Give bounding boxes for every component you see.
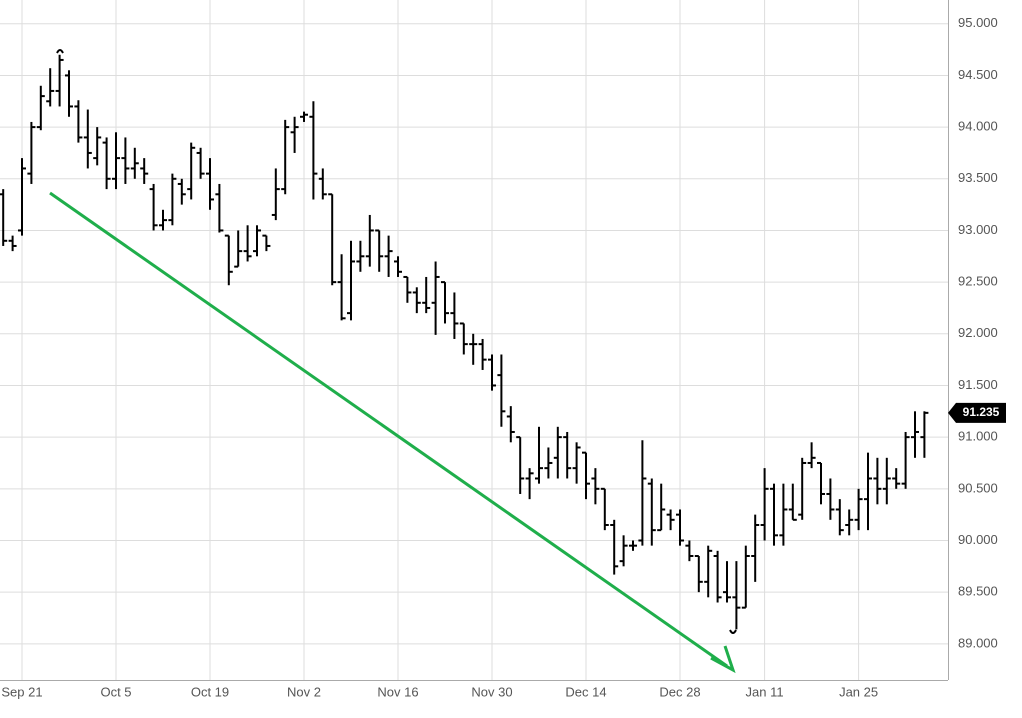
y-tick-label: 93.500 [958,170,998,185]
last-price-box [948,402,1006,423]
high-marker [56,49,64,54]
y-tick-label: 90.000 [958,532,998,547]
y-tick-label: 89.500 [958,584,998,599]
low-marker [729,629,737,634]
last-price-label: 91.235 [963,405,1000,419]
x-tick-label: Nov 2 [287,684,321,699]
grid [0,0,948,680]
trend-line [49,191,728,668]
x-tick-label: Dec 28 [659,684,700,699]
x-tick-label: Dec 14 [565,684,606,699]
x-tick-label: Jan 11 [746,684,784,699]
x-tick-label: Oct 19 [191,684,229,699]
x-tick-label: Nov 30 [471,684,512,699]
y-tick-label: 89.000 [958,635,998,650]
y-tick-label: 90.500 [958,480,998,495]
bars [0,54,929,630]
y-tick-label: 95.000 [958,15,998,30]
y-tick-label: 92.500 [958,274,998,289]
y-tick-label: 92.000 [958,325,998,340]
x-tick-label: Nov 16 [377,684,418,699]
y-tick-label: 93.000 [958,222,998,237]
y-tick-label: 94.500 [958,67,998,82]
y-tick-label: 91.500 [958,377,998,392]
x-tick-label: Jan 25 [839,684,878,699]
x-tick-label: Oct 5 [100,684,131,699]
axis-labels: 89.000 89.500 90.000 90.500 91.000 91.500 92.0… [1,15,1006,699]
x-tick-label: Sep 21 [1,684,42,699]
trend-arrowhead [710,645,736,674]
y-tick-label: 94.000 [958,119,998,134]
y-tick-label: 91.000 [958,429,998,444]
